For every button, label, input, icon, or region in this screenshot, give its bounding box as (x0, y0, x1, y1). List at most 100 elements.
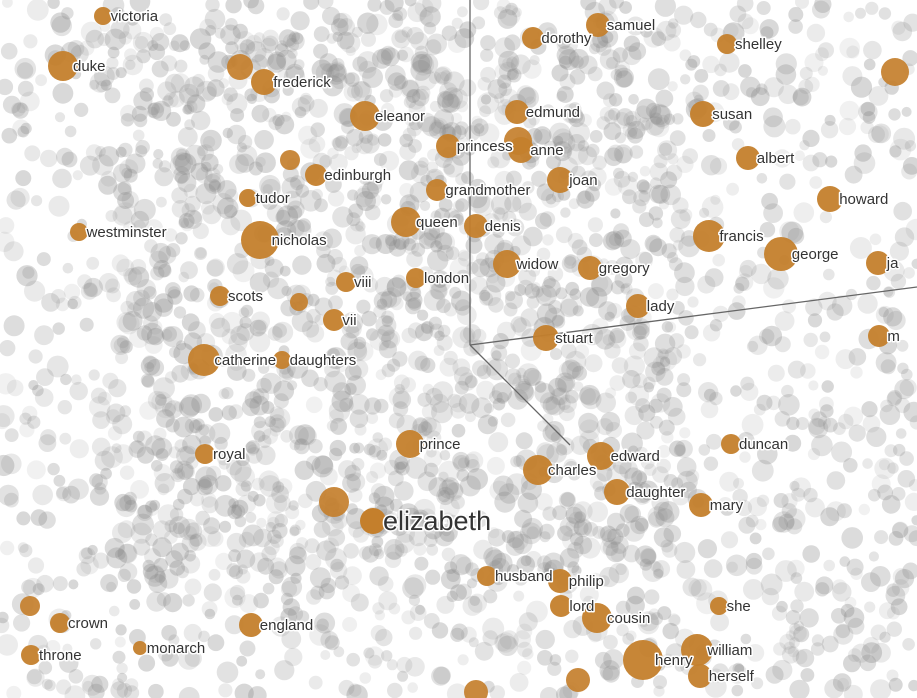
word-labels: victoria samuel dorothy shelley duke frederic… (38, 7, 902, 687)
point-lord[interactable] (550, 595, 572, 617)
point-nicholas[interactable] (241, 221, 279, 259)
label-george: george (792, 246, 839, 263)
axis-z (469, 344, 571, 446)
point-scots[interactable] (210, 286, 230, 306)
point-tudor[interactable] (239, 189, 257, 207)
label-joan: joan (568, 172, 597, 189)
label-albert: albert (757, 150, 795, 167)
point-she[interactable] (710, 597, 728, 615)
label-lady: lady (647, 298, 675, 315)
point-lady[interactable] (626, 294, 650, 318)
point-dorothy[interactable] (522, 27, 544, 49)
point-joan[interactable] (547, 167, 573, 193)
point-england[interactable] (239, 613, 263, 637)
point-victoria[interactable] (94, 7, 112, 25)
point-susan[interactable] (690, 101, 716, 127)
point-frederick[interactable] (251, 69, 277, 95)
point-focus[interactable] (360, 508, 386, 534)
label-daughter: daughter (626, 484, 685, 501)
label-crown: crown (68, 615, 108, 632)
point-daughter[interactable] (604, 479, 630, 505)
label-gregory: gregory (599, 260, 650, 277)
point-monarch[interactable] (133, 641, 147, 655)
label-prince: prince (420, 436, 461, 453)
label-dorothy: dorothy (541, 30, 592, 47)
point-charles[interactable] (523, 455, 553, 485)
label-tudor: tudor (256, 190, 290, 207)
point-m[interactable] (868, 325, 890, 347)
label-edward: edward (611, 448, 660, 465)
unlabeled-highlight-point (464, 680, 488, 698)
label-ja: ja (886, 255, 899, 272)
label-victoria: victoria (111, 8, 159, 25)
label-francis: francis (719, 228, 763, 245)
point-edmund[interactable] (505, 100, 529, 124)
label-focus: elizabeth (383, 506, 491, 536)
point-daughters[interactable] (273, 351, 291, 369)
point-queen[interactable] (391, 207, 421, 237)
point-duke[interactable] (48, 51, 78, 81)
point-husband[interactable] (477, 566, 497, 586)
label-denis: denis (485, 218, 521, 235)
point-anne[interactable] (508, 137, 534, 163)
point-catherine[interactable] (188, 344, 220, 376)
label-duncan: duncan (739, 436, 788, 453)
point-philip[interactable] (548, 569, 572, 593)
label-lord: lord (569, 598, 594, 615)
label-daughters: daughters (290, 352, 357, 369)
point-william[interactable] (681, 634, 713, 666)
point-herself[interactable] (688, 664, 712, 688)
point-grandmother[interactable] (426, 179, 448, 201)
point-edinburgh[interactable] (305, 164, 327, 186)
label-herself: herself (709, 668, 755, 685)
label-catherine: catherine (214, 352, 276, 369)
point-george[interactable] (764, 237, 798, 271)
point-princess[interactable] (436, 134, 460, 158)
point-samuel[interactable] (586, 13, 610, 37)
unlabeled-highlight-point (20, 596, 40, 616)
label-westminster: westminster (86, 224, 167, 241)
point-royal[interactable] (195, 444, 215, 464)
label-philip: philip (569, 573, 604, 590)
label-vii: vii (342, 312, 356, 329)
label-charles: charles (548, 462, 596, 479)
point-cousin[interactable] (582, 603, 612, 633)
point-shelley[interactable] (717, 34, 737, 54)
point-howard[interactable] (817, 186, 843, 212)
label-royal: royal (213, 446, 246, 463)
label-widow: widow (516, 256, 559, 273)
point-throne[interactable] (21, 645, 41, 665)
label-susan: susan (712, 106, 752, 123)
point-stuart[interactable] (533, 325, 559, 351)
label-eleanor: eleanor (375, 108, 425, 125)
point-viii[interactable] (336, 272, 356, 292)
point-edward[interactable] (587, 442, 615, 470)
label-monarch: monarch (147, 640, 205, 657)
point-gregory[interactable] (578, 256, 602, 280)
point-duncan[interactable] (721, 434, 741, 454)
point-mary[interactable] (689, 493, 713, 517)
label-queen: queen (416, 214, 458, 231)
unlabeled-highlight-point (566, 668, 590, 692)
point-denis[interactable] (464, 214, 488, 238)
point-london[interactable] (406, 268, 426, 288)
point-henry[interactable] (623, 640, 663, 680)
point-westminster[interactable] (70, 223, 88, 241)
point-prince[interactable] (396, 430, 424, 458)
point-crown[interactable] (50, 613, 70, 633)
label-stuart: stuart (555, 330, 593, 347)
label-viii: viii (354, 274, 372, 291)
point-widow[interactable] (493, 250, 521, 278)
point-albert[interactable] (736, 146, 760, 170)
highlighted-points (20, 7, 909, 698)
label-husband: husband (495, 568, 553, 585)
point-francis[interactable] (693, 220, 725, 252)
point-vii[interactable] (323, 309, 345, 331)
label-scots: scots (228, 288, 263, 305)
point-eleanor[interactable] (350, 101, 380, 131)
point-ja[interactable] (866, 251, 890, 275)
label-edmund: edmund (526, 104, 580, 121)
